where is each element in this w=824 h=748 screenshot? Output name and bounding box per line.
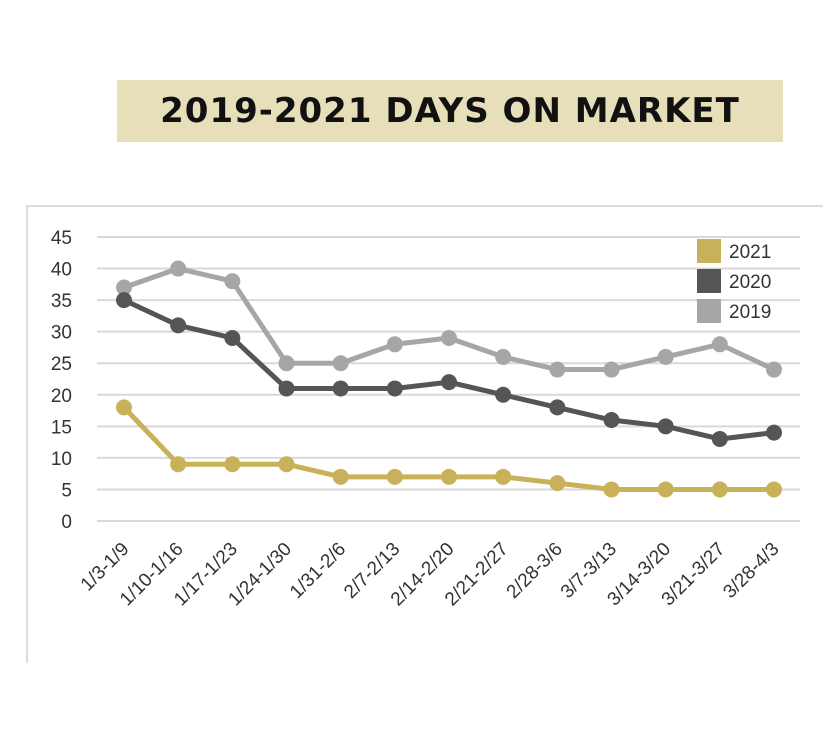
title-banner: 2019-2021 DAYS ON MARKET [117,80,783,142]
data-point-2019 [549,361,566,378]
data-point-2019 [711,336,728,353]
series-line-2020 [122,297,775,442]
data-point-2019 [657,348,674,365]
data-point-2019 [766,361,782,378]
data-point-2021 [766,481,782,498]
data-point-2020 [495,386,512,403]
data-point-2021 [332,468,349,485]
data-point-2019 [603,361,620,378]
y-tick-label: 10 [51,449,72,470]
data-point-2021 [224,456,241,473]
legend-label-2020: 2020 [729,272,771,293]
data-point-2019 [278,355,295,372]
x-tick-label: 1/31-2/6 [286,539,350,603]
data-point-2020 [549,399,566,416]
data-point-2020 [766,424,782,441]
data-point-2021 [495,468,512,485]
data-point-2020 [278,380,295,397]
legend-swatch-2020 [697,269,721,293]
y-tick-label: 25 [51,354,72,375]
data-point-2020 [603,412,620,429]
y-tick-label: 45 [51,228,72,249]
y-tick-label: 0 [61,512,72,533]
data-point-2019 [441,329,457,346]
data-point-2021 [441,468,457,485]
data-point-2019 [386,336,403,353]
data-point-2019 [224,273,241,290]
data-point-2020 [386,380,403,397]
data-point-2020 [116,292,132,309]
data-point-2021 [116,399,132,416]
data-point-2020 [332,380,349,397]
data-point-2020 [170,317,187,334]
legend-label-2021: 2021 [729,242,771,263]
y-tick-label: 30 [51,323,72,344]
legend-swatch-2021 [697,239,721,263]
y-tick-label: 15 [51,417,72,438]
data-point-2021 [603,481,620,498]
chart-frame [26,205,823,663]
chart-title: 2019-2021 DAYS ON MARKET [160,91,740,131]
data-point-2020 [224,329,241,346]
data-point-2020 [657,418,674,435]
data-point-2021 [549,475,566,492]
data-point-2021 [657,481,674,498]
data-point-2019 [495,348,512,365]
series-line-2019 [123,266,776,373]
x-tick-label: 3/28-4/3 [719,539,783,603]
y-tick-label: 5 [61,480,72,501]
x-tick-label: 2/28-3/6 [503,539,567,603]
data-point-2020 [441,374,457,391]
data-point-2021 [170,456,187,473]
data-point-2019 [116,279,132,296]
legend-label-2019: 2019 [729,302,771,323]
legend-swatch-2019 [697,299,721,323]
y-tick-label: 20 [51,386,72,407]
y-tick-label: 35 [51,291,72,312]
data-point-2019 [332,355,349,372]
data-point-2021 [386,468,403,485]
y-tick-label: 40 [51,260,72,281]
data-point-2021 [278,456,295,473]
data-point-2019 [170,260,187,277]
data-point-2021 [711,481,728,498]
data-point-2020 [711,430,728,447]
